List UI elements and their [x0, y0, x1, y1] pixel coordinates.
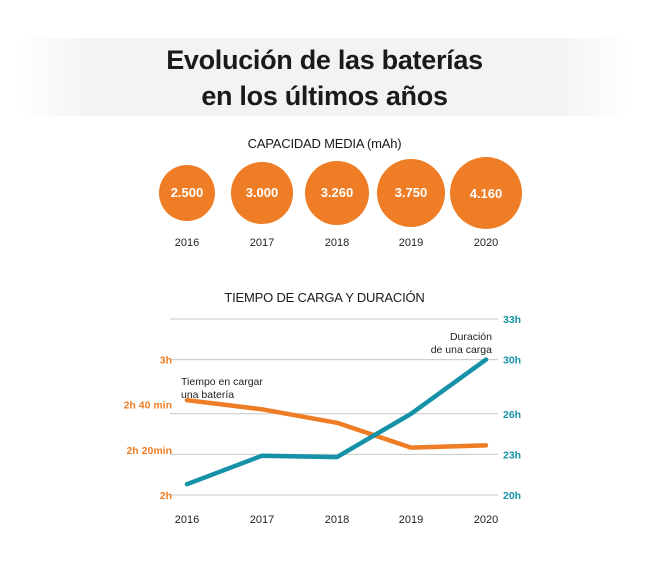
- left-tick-140min: 2h 20min: [126, 445, 172, 457]
- title-band: [20, 38, 629, 116]
- x-tick-2016: 2016: [175, 514, 199, 526]
- x-tick-2020: 2020: [474, 514, 498, 526]
- x-axis-ticks: 2016 2017 2018 2019 2020: [175, 514, 498, 526]
- capacity-title: CAPACIDAD MEDIA (mAh): [247, 136, 402, 151]
- chart-lines: [184, 357, 489, 487]
- left-axis-ticks: 3h 2h 40 min 2h 20min 2h: [124, 355, 172, 502]
- capacity-bubble-2017: 3.000: [231, 162, 293, 224]
- right-tick-26: 26h: [503, 409, 521, 421]
- right-tick-20: 20h: [503, 490, 521, 502]
- capacity-bubble-2016: 2.500: [159, 165, 215, 221]
- right-tick-30: 30h: [503, 355, 521, 367]
- capacity-year-2018: 2018: [324, 237, 350, 249]
- line-chart-title: TIEMPO DE CARGA Y DURACIÓN: [224, 290, 425, 305]
- capacity-year-2020: 2020: [473, 237, 499, 249]
- annotation-charge-line1: Tiempo en cargar: [181, 376, 263, 388]
- capacity-year-2019: 2019: [398, 237, 424, 249]
- series-charge-time-line: [184, 397, 489, 450]
- capacity-bubble-2018: 3.260: [305, 161, 369, 225]
- capacity-year-2016: 2016: [174, 237, 200, 249]
- annotation-duration-line2: de una carga: [431, 344, 492, 356]
- right-tick-23: 23h: [503, 449, 521, 461]
- right-axis-ticks: 33h 30h 26h 23h 20h: [503, 314, 521, 502]
- annotation-charge-line2: una batería: [181, 389, 234, 401]
- capacity-bubble-2019: 3.750: [376, 158, 446, 228]
- left-tick-180min: 3h: [160, 355, 172, 367]
- capacity-bubble-2020: 4.160: [450, 157, 522, 229]
- left-tick-120min: 2h: [160, 490, 172, 502]
- capacity-year-2017: 2017: [249, 237, 275, 249]
- x-tick-2017: 2017: [250, 514, 274, 526]
- annotation-duration-line1: Duración: [450, 331, 492, 343]
- series-duration-line: [184, 357, 489, 487]
- x-tick-2019: 2019: [399, 514, 423, 526]
- x-tick-2018: 2018: [325, 514, 349, 526]
- chart-grid: [170, 318, 498, 496]
- page-title-line2: en los últimos años: [201, 81, 448, 111]
- right-tick-33: 33h: [503, 314, 521, 326]
- left-tick-160min: 2h 40 min: [124, 400, 172, 412]
- page-title-line1: Evolución de las baterías: [166, 45, 483, 75]
